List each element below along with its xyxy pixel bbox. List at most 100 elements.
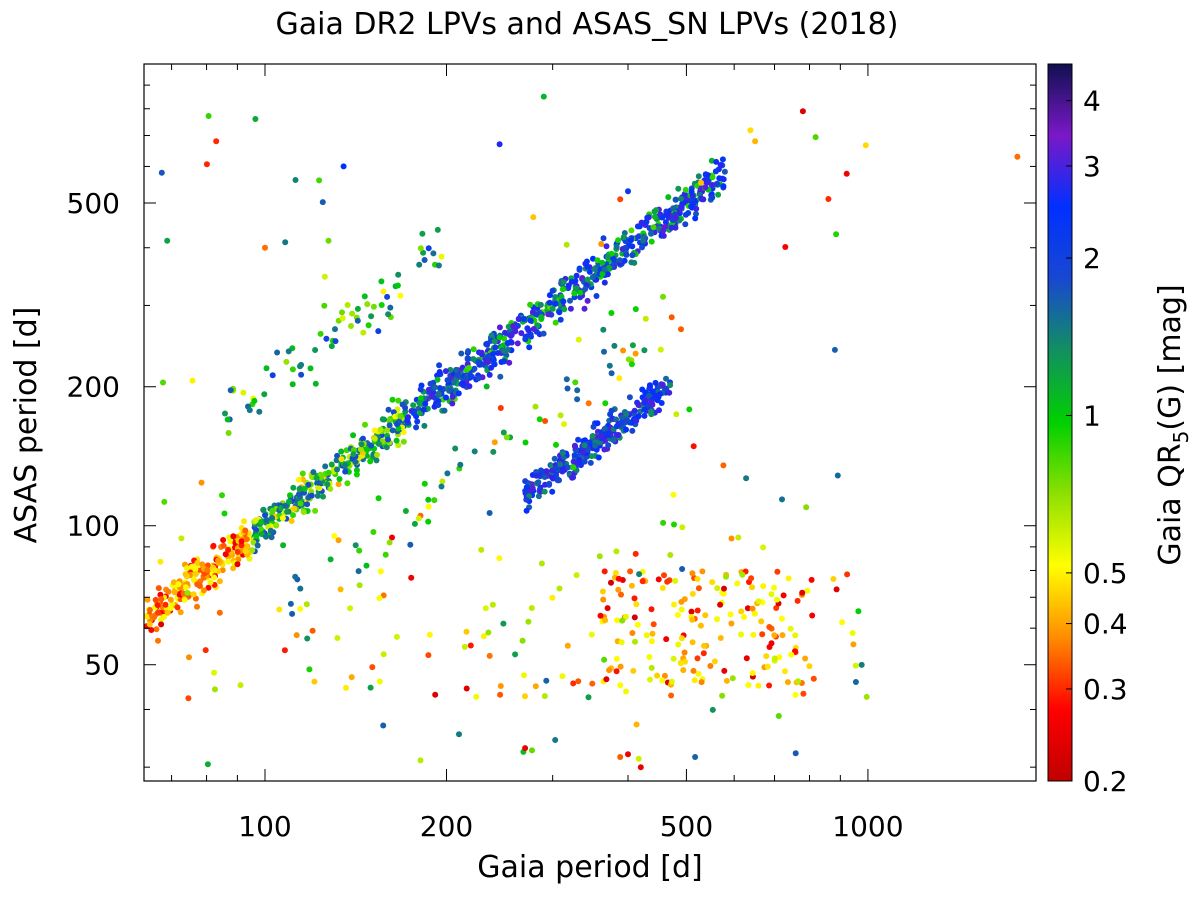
- data-point: [312, 347, 319, 353]
- data-point: [659, 677, 666, 684]
- data-point: [157, 558, 164, 565]
- data-point: [623, 688, 629, 695]
- data-point: [613, 548, 620, 555]
- data-point: [682, 221, 689, 228]
- data-point: [657, 346, 664, 353]
- data-point: [295, 476, 302, 483]
- axis-ticks: 100 200 500 1000 50 100 200 500: [67, 63, 1036, 843]
- colorbar-tick-label: 0.4: [1083, 608, 1128, 641]
- data-point: [160, 379, 166, 386]
- data-point: [425, 245, 432, 252]
- data-point: [622, 244, 629, 251]
- data-point: [269, 507, 276, 514]
- data-point: [709, 579, 716, 586]
- data-point: [622, 613, 629, 620]
- data-point: [337, 586, 344, 593]
- data-point: [297, 585, 304, 592]
- data-point: [285, 348, 292, 355]
- data-point: [500, 620, 507, 627]
- data-point: [171, 589, 178, 596]
- data-point: [356, 547, 363, 554]
- data-point: [575, 336, 582, 343]
- data-point: [545, 311, 552, 318]
- data-point: [678, 326, 684, 333]
- data-point: [386, 539, 393, 546]
- data-point: [690, 443, 697, 450]
- data-point: [573, 572, 580, 579]
- data-point: [336, 476, 343, 482]
- data-point: [620, 347, 627, 354]
- data-point: [220, 537, 227, 543]
- data-point: [246, 407, 253, 414]
- colorbar-tick-label: 3: [1083, 150, 1101, 183]
- data-point: [478, 349, 485, 356]
- data-point: [579, 449, 586, 456]
- data-point: [470, 346, 477, 353]
- data-point: [572, 443, 579, 450]
- data-point: [563, 241, 570, 248]
- data-point: [178, 535, 185, 542]
- data-point: [216, 609, 223, 616]
- data-point: [601, 279, 608, 286]
- data-point: [665, 194, 672, 201]
- data-point: [322, 463, 329, 470]
- data-point: [397, 292, 404, 299]
- data-point: [194, 603, 200, 610]
- data-point: [589, 680, 596, 687]
- data-point: [641, 399, 648, 406]
- data-point: [631, 407, 638, 414]
- data-point: [444, 377, 451, 384]
- data-point: [313, 475, 320, 482]
- data-point: [771, 632, 778, 639]
- data-point: [825, 196, 832, 202]
- data-point: [335, 481, 342, 488]
- data-point: [177, 609, 184, 616]
- data-point: [369, 664, 376, 671]
- data-point: [717, 161, 724, 168]
- data-point: [181, 596, 188, 603]
- data-point: [497, 373, 504, 380]
- data-point: [303, 601, 310, 608]
- data-point: [435, 262, 442, 269]
- data-point: [320, 493, 326, 500]
- data-point: [281, 647, 288, 654]
- data-point: [546, 292, 553, 299]
- data-point: [603, 676, 610, 683]
- data-point: [741, 614, 747, 620]
- data-points: [143, 93, 1021, 771]
- data-point: [541, 693, 548, 700]
- data-point: [442, 368, 449, 375]
- data-point: [305, 481, 312, 488]
- data-point: [438, 253, 445, 260]
- data-point: [407, 541, 414, 548]
- data-point: [738, 631, 744, 638]
- data-point: [617, 196, 624, 203]
- data-point: [431, 384, 438, 391]
- data-point: [590, 423, 597, 430]
- data-point: [619, 414, 625, 421]
- data-point: [310, 469, 317, 476]
- data-point: [402, 508, 409, 514]
- data-point: [261, 391, 268, 398]
- data-point: [300, 509, 307, 515]
- data-point: [652, 379, 659, 386]
- data-point: [608, 407, 615, 414]
- data-point: [538, 560, 545, 567]
- data-point: [205, 584, 212, 591]
- data-point: [262, 244, 268, 251]
- data-point: [467, 642, 474, 649]
- data-point: [571, 452, 578, 459]
- data-point: [630, 667, 637, 674]
- data-point: [268, 534, 275, 541]
- data-point: [432, 691, 439, 698]
- data-point: [546, 299, 553, 306]
- data-point: [556, 477, 562, 484]
- data-point: [557, 461, 564, 468]
- data-point: [628, 227, 635, 234]
- data-point: [496, 555, 503, 562]
- data-point: [589, 433, 596, 439]
- data-point: [553, 441, 559, 448]
- data-point: [528, 605, 535, 611]
- data-point: [595, 454, 602, 461]
